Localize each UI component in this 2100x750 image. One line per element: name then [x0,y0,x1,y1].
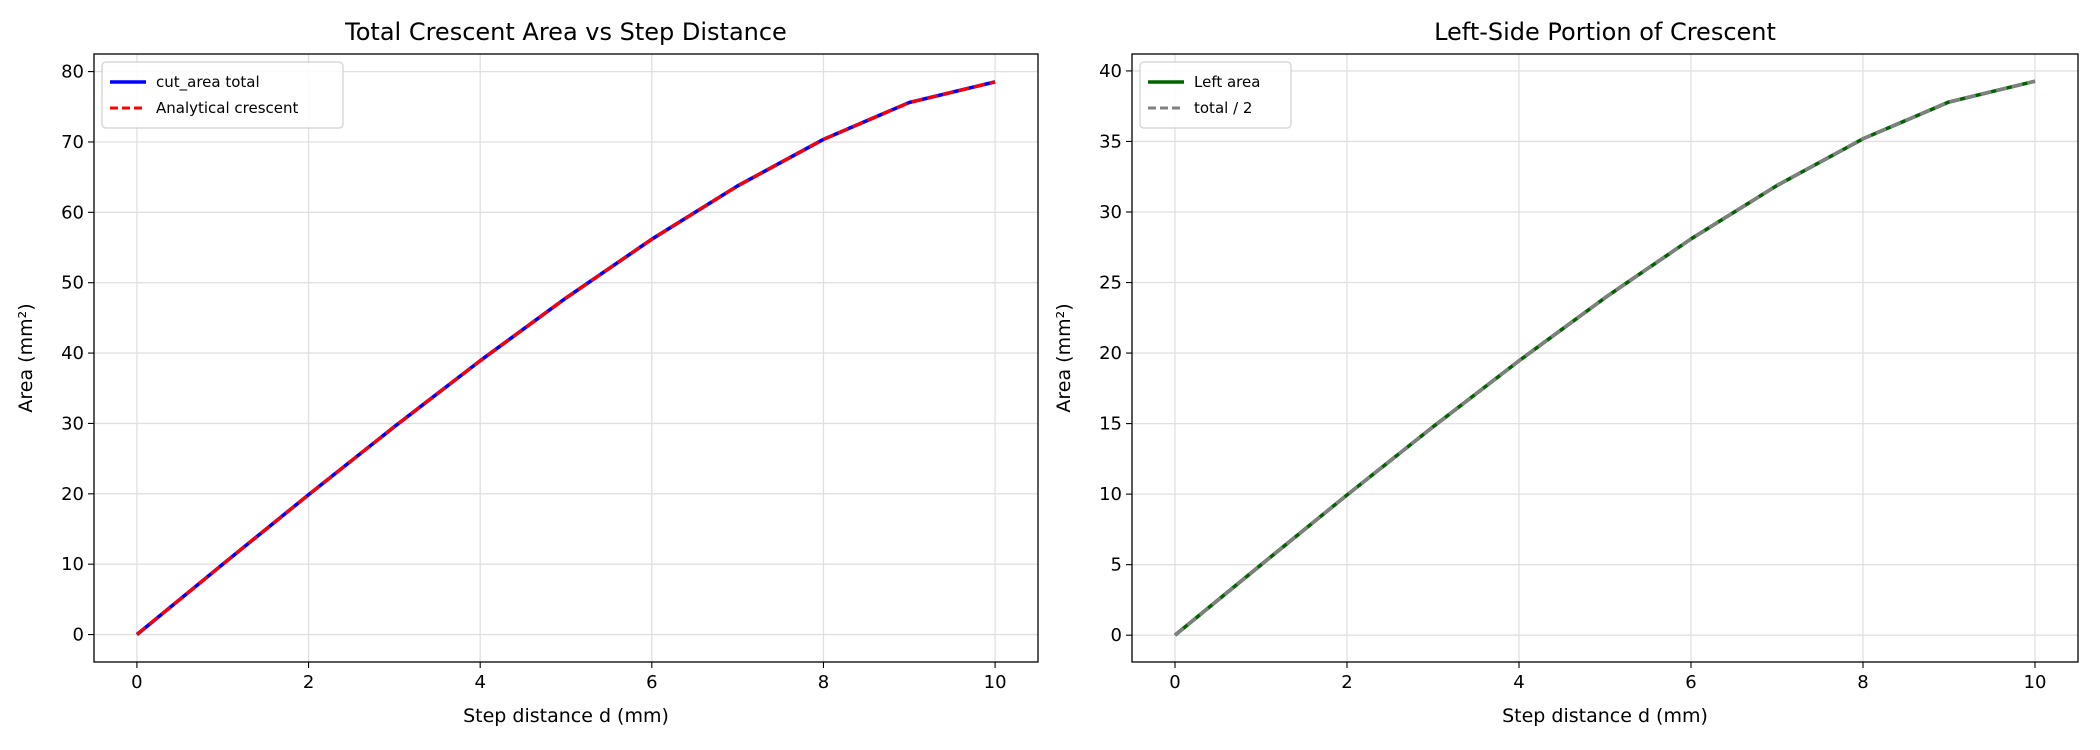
x-tick-label: 8 [818,672,829,693]
y-tick-label: 80 [61,62,84,83]
legend-label: Left area [1194,73,1260,91]
y-tick-label: 70 [61,132,84,153]
series-line [135,80,996,636]
y-tick-label: 0 [1111,625,1122,646]
y-tick-label: 60 [61,202,84,223]
y-tick-label: 20 [1099,343,1122,364]
x-tick-label: 6 [1685,672,1696,693]
y-tick-label: 10 [1099,484,1122,505]
x-tick-label: 2 [1341,672,1352,693]
y-tick-label: 20 [61,484,84,505]
y-tick-label: 25 [1099,273,1122,294]
y-tick-label: 40 [1099,61,1122,82]
y-tick-label: 0 [73,625,84,646]
y-axis-label: Area (mm²) [1053,303,1075,412]
y-axis-label: Area (mm²) [15,303,37,412]
x-tick-label: 10 [984,672,1007,693]
chart-title: Total Crescent Area vs Step Distance [344,18,787,46]
x-tick-label: 0 [1169,672,1180,693]
legend: cut_area total Analytical crescent [101,61,344,129]
chart-title: Left-Side Portion of Crescent [1434,18,1776,46]
series-line [1173,79,2036,637]
legend-label: total / 2 [1194,99,1252,117]
axes-frame [93,53,1039,663]
y-tick-label: 30 [1099,202,1122,223]
legend: Left area total / 2 [1139,61,1292,129]
x-tick-label: 4 [474,672,485,693]
x-tick-label: 2 [303,672,314,693]
x-tick-label: 4 [1513,672,1524,693]
series-line [1173,79,2036,637]
series-line [135,80,996,636]
legend-label: Analytical crescent [156,99,299,117]
y-tick-label: 5 [1111,555,1122,576]
x-tick-label: 10 [2024,672,2047,693]
y-tick-label: 50 [61,273,84,294]
x-tick-label: 6 [646,672,657,693]
y-tick-label: 30 [61,413,84,434]
y-tick-label: 40 [61,343,84,364]
x-tick-label: 0 [131,672,142,693]
axes-frame [1131,53,2079,663]
y-tick-label: 10 [61,554,84,575]
legend-label: cut_area total [156,73,260,92]
x-axis-label: Step distance d (mm) [463,705,669,727]
y-tick-label: 15 [1099,414,1122,435]
y-tick-label: 35 [1099,131,1122,152]
legend-box [101,61,344,129]
x-tick-label: 8 [1857,672,1868,693]
x-axis-label: Step distance d (mm) [1502,705,1708,727]
legend-box [1139,61,1292,129]
